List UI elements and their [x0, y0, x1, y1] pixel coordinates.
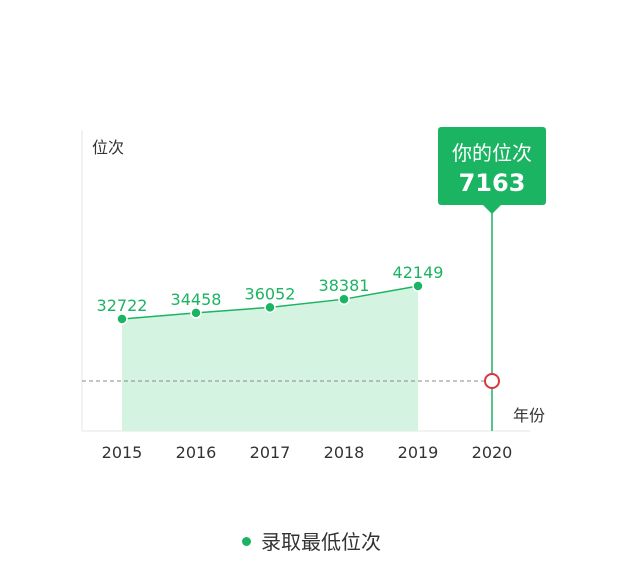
x-tick-label: 2016: [176, 443, 217, 462]
your-rank-value: 7163: [459, 169, 526, 197]
x-tick-label: 2015: [102, 443, 143, 462]
legend-label: 录取最低位次: [261, 530, 381, 554]
data-point[interactable]: [412, 280, 424, 292]
data-label: 32722: [97, 296, 148, 315]
callout-pointer: [483, 205, 501, 214]
your-rank-marker[interactable]: [484, 373, 500, 389]
x-tick-label: 2017: [250, 443, 291, 462]
y-axis-title: 位次: [92, 138, 124, 157]
data-label: 34458: [171, 290, 222, 309]
your-rank-callout-box: [438, 127, 546, 205]
x-tick-label: 2018: [324, 443, 365, 462]
data-point[interactable]: [338, 293, 350, 305]
x-tick-label: 2019: [398, 443, 439, 462]
data-label: 36052: [245, 284, 296, 303]
data-label: 42149: [393, 263, 444, 282]
legend-dot-icon: [242, 537, 251, 546]
data-point[interactable]: [264, 301, 276, 314]
data-label: 38381: [319, 276, 370, 295]
x-tick-label: 2020: [472, 443, 513, 462]
legend: 录取最低位次: [0, 526, 623, 555]
series-area: [122, 286, 418, 431]
data-point[interactable]: [190, 307, 202, 319]
x-axis-title: 年份: [513, 406, 545, 425]
your-rank-title: 你的位次: [452, 141, 532, 165]
data-point[interactable]: [116, 313, 128, 325]
